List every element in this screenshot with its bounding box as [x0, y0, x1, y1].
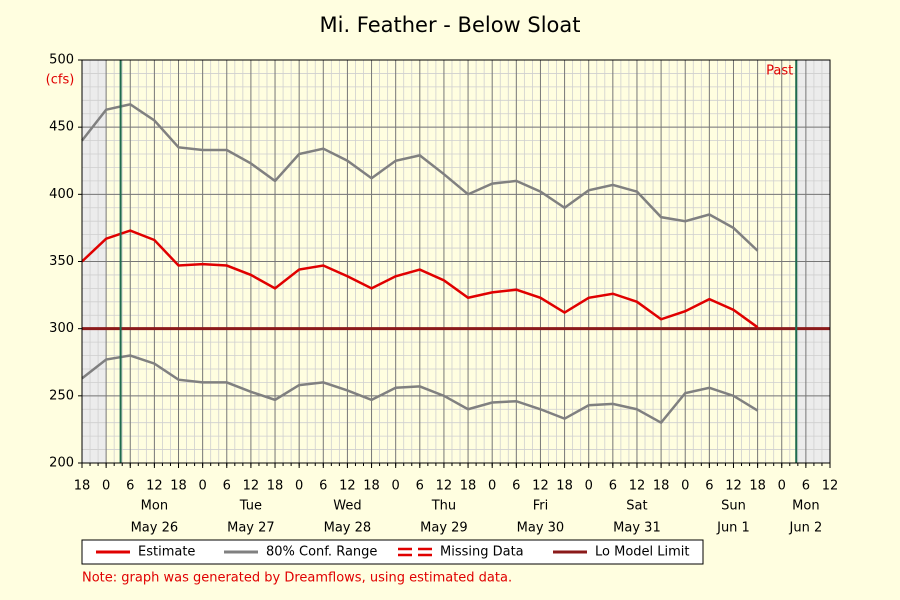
- x-tick-label: 0: [199, 479, 207, 494]
- x-tick-label: 18: [267, 479, 284, 494]
- x-tick-label: 6: [802, 479, 810, 494]
- x-tick-label: 18: [170, 479, 187, 494]
- y-tick-label: 200: [49, 456, 74, 471]
- x-tick-label: 18: [556, 479, 573, 494]
- y-axis-label: (cfs): [46, 73, 75, 88]
- day-label: Sun: [721, 499, 746, 514]
- date-label: May 26: [131, 521, 179, 536]
- legend-label: Missing Data: [440, 545, 524, 560]
- series-line: [81, 354, 759, 425]
- x-tick-label: 12: [532, 479, 549, 494]
- day-label: Mon: [141, 499, 168, 514]
- x-tick-label: 12: [629, 479, 646, 494]
- date-label: May 29: [420, 521, 468, 536]
- day-label: Mon: [792, 499, 819, 514]
- x-tick-label: 6: [126, 479, 134, 494]
- x-tick-label: 0: [392, 479, 400, 494]
- x-tick-label: 12: [243, 479, 260, 494]
- x-tick-label: 18: [74, 479, 91, 494]
- x-tick-label: 0: [681, 479, 689, 494]
- x-tick-label: 0: [102, 479, 110, 494]
- y-tick-label: 250: [49, 388, 74, 403]
- x-tick-label: 18: [460, 479, 477, 494]
- y-tick-label: 300: [49, 321, 74, 336]
- x-tick-label: 12: [725, 479, 742, 494]
- series-line: [81, 102, 759, 252]
- day-label: Fri: [533, 499, 549, 514]
- x-tick-label: 18: [749, 479, 766, 494]
- y-tick-label: 450: [49, 120, 74, 135]
- x-tick-label: 0: [585, 479, 593, 494]
- legend-label: 80% Conf. Range: [266, 545, 377, 560]
- date-label: Jun 2: [789, 521, 823, 536]
- x-tick-label: 18: [653, 479, 670, 494]
- date-label: May 28: [324, 521, 372, 536]
- legend-label: Lo Model Limit: [595, 545, 690, 560]
- date-label: Jun 1: [716, 521, 750, 536]
- x-tick-label: 18: [363, 479, 380, 494]
- x-tick-label: 12: [436, 479, 453, 494]
- legend-label: Estimate: [138, 545, 195, 560]
- period-label: Past: [766, 64, 793, 79]
- chart-title: Mi. Feather - Below Sloat: [319, 13, 580, 37]
- x-tick-label: 0: [295, 479, 303, 494]
- date-label: May 31: [613, 521, 661, 536]
- x-tick-label: 6: [223, 479, 231, 494]
- x-tick-label: 6: [319, 479, 327, 494]
- x-tick-label: 0: [488, 479, 496, 494]
- x-tick-label: 6: [416, 479, 424, 494]
- x-tick-label: 12: [822, 479, 839, 494]
- day-label: Tue: [239, 499, 262, 514]
- date-label: May 27: [227, 521, 275, 536]
- day-label: Wed: [333, 499, 361, 514]
- y-tick-label: 500: [49, 53, 74, 68]
- series-line: [81, 229, 759, 329]
- date-label: May 30: [517, 521, 565, 536]
- x-tick-label: 12: [146, 479, 163, 494]
- legend-box: [81, 539, 704, 565]
- day-label: Sat: [626, 499, 647, 514]
- x-tick-label: 6: [705, 479, 713, 494]
- x-tick-label: 0: [778, 479, 786, 494]
- x-tick-label: 6: [512, 479, 520, 494]
- x-tick-label: 6: [609, 479, 617, 494]
- y-tick-label: 400: [49, 187, 74, 202]
- plot-frame: [81, 59, 831, 464]
- x-tick-label: 12: [339, 479, 356, 494]
- day-label: Thu: [431, 499, 456, 514]
- y-tick-label: 350: [49, 254, 74, 269]
- note: Note: graph was generated by Dreamflows,…: [82, 571, 512, 586]
